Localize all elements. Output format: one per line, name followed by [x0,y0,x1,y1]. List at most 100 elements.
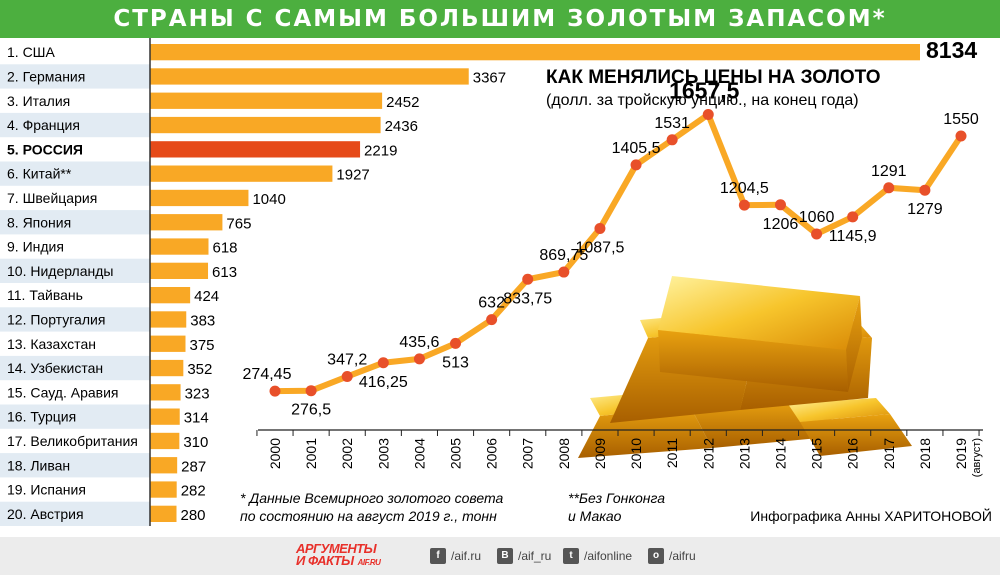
country-bar [150,505,177,522]
row-stripe [0,404,150,429]
row-stripe [0,307,150,332]
country-label: 18. Ливан [7,457,70,473]
footnote-2-line-2: и Макао [568,508,622,524]
country-label: 3. Италия [7,93,70,109]
social-odnoklassniki[interactable]: о /aifru [648,548,696,564]
country-bar [150,311,187,328]
aif-logo[interactable]: АРГУМЕНТЫ И ФАКТЫ AIF.RU [296,542,381,569]
price-value-label: 869,75 [539,247,588,264]
country-value-label: 3367 [473,69,506,86]
footnote-2-line-1: **Без Гонконга [568,490,665,506]
year-tick-label: 2001 [303,438,319,469]
country-bar [150,262,209,279]
country-label: 1. США [7,44,56,60]
price-point [774,199,786,211]
footnotes: * Данные Всемирного золотого совета по с… [240,490,992,524]
country-bar [150,408,180,425]
price-point [377,357,389,369]
twitter-icon: t [563,548,579,564]
country-value-label: 282 [181,483,206,500]
year-tick-label: 2008 [556,438,572,469]
row-stripe [0,501,150,526]
country-label: 9. Индия [7,239,64,255]
country-value-label: 314 [184,410,209,427]
country-value-label: 352 [187,361,212,378]
country-bar [150,335,186,352]
country-label: 13. Казахстан [7,336,96,352]
row-stripe [0,112,150,138]
footnote-1-line-1: * Данные Всемирного золотого совета [240,490,504,506]
country-label: 7. Швейцария [7,190,97,206]
year-tick-label: 2000 [267,438,283,469]
year-tick-label: 2006 [484,438,500,469]
country-value-label: 613 [212,264,237,281]
year-tick-label: 2017 [881,438,897,469]
price-point [558,266,570,278]
price-point [450,337,462,349]
price-point [847,211,859,223]
social-facebook[interactable]: f /aif.ru [430,548,481,564]
row-stripe [0,210,150,235]
x-note-label: (август) [971,438,983,477]
price-value-label: 1405,5 [612,140,661,157]
price-value-label: 632 [478,295,505,312]
price-value-label: 1291 [871,163,907,180]
social-vk[interactable]: В /aif_ru [497,548,551,564]
country-value-label: 375 [189,337,214,354]
country-label: 15. Сауд. Аравия [7,384,118,400]
price-point [738,199,750,211]
year-tick-label: 2019 [953,438,969,469]
country-label: 5. РОССИЯ [7,141,83,157]
country-value-label: 618 [213,240,238,257]
credit-text: Инфографика Анны ХАРИТОНОВОЙ [750,507,992,524]
price-point [955,130,967,142]
country-bar [150,238,209,255]
line-chart-subtitle: (долл. за тройскую унцию., на конец года… [546,92,859,109]
price-point [666,134,678,146]
country-bar [150,432,180,450]
price-point [630,159,642,171]
row-stripe [0,64,150,89]
price-point [594,223,606,234]
country-label: 14. Узбекистан [7,360,103,376]
price-value-label: 1145,9 [829,228,877,245]
country-value-label: 2219 [364,142,397,159]
country-label: 20. Австрия [7,506,84,522]
year-tick-label: 2013 [736,438,752,469]
country-label: 8. Япония [7,214,71,230]
vk-icon: В [497,548,513,564]
country-value-label: 310 [183,434,208,451]
social-twitter[interactable]: t /aifonline [563,548,632,564]
year-tick-label: 2004 [411,438,427,469]
price-point [269,385,281,397]
row-stripe [0,355,150,381]
country-bar [150,116,381,134]
country-bar [150,92,383,109]
footer: АРГУМЕНТЫ И ФАКТЫ AIF.RU f /aif.ru В /aif… [0,537,1000,575]
price-value-label: 276,5 [291,402,331,419]
country-value-label: 280 [181,507,206,524]
year-tick-label: 2012 [700,438,716,469]
year-tick-label: 2002 [339,438,355,469]
gold-bars-illustration [578,276,912,458]
country-bar [150,287,191,304]
year-tick-label: 2010 [628,438,644,469]
row-stripes [0,64,150,526]
price-value-label: 1550 [943,111,979,128]
price-value-label: 1204,5 [720,180,769,197]
social-odnoklassniki-label: /aifru [669,549,696,563]
year-tick-label: 2003 [375,438,391,469]
country-value-label: 1927 [336,167,369,184]
price-point [305,385,317,397]
country-label: 2. Германия [7,68,85,84]
country-bars: 1. США 8134 2. Германия 3367 3. Италия 2452 4.… [7,38,977,526]
price-point [919,184,931,196]
price-point [883,182,895,194]
price-value-label: 347,2 [327,352,367,369]
country-value-label: 424 [194,288,219,305]
year-tick-label: 2016 [845,438,861,469]
country-label: 16. Турция [7,409,76,425]
country-bar [150,481,177,498]
year-tick-label: 2009 [592,438,608,469]
year-tick-label: 2018 [917,438,933,469]
